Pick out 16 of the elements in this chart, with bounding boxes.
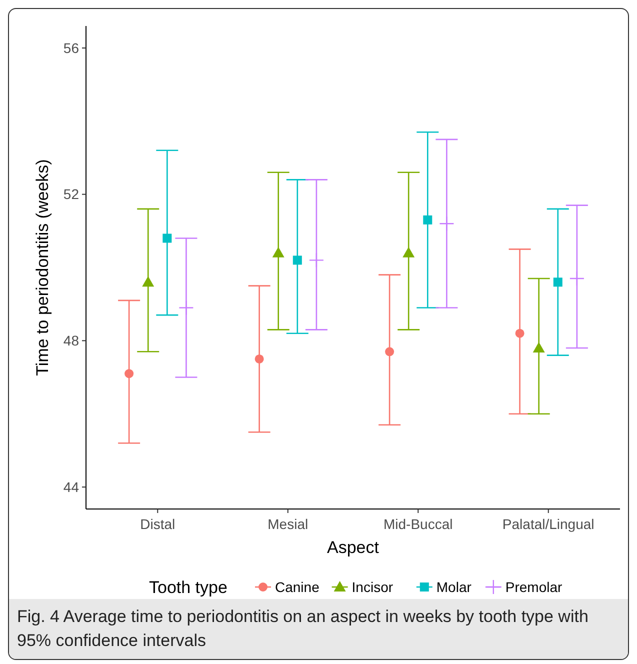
x-tick-label: Palatal/Lingual (502, 516, 594, 532)
legend-label: Incisor (352, 578, 394, 595)
y-tick-label: 52 (63, 186, 80, 202)
y-tick-label: 56 (63, 40, 80, 56)
caption: Fig. 4 Average time to periodontitis on an aspect in weeks by tooth type with 95% confidence intervals (9, 599, 628, 659)
legend-label: Canine (275, 578, 320, 595)
y-axis-title: Time to periodontitis (weeks) (33, 159, 52, 376)
legend-label: Premolar (505, 578, 563, 595)
y-tick-label: 44 (63, 478, 80, 495)
legend-title: Tooth type (149, 578, 228, 597)
legend-label: Molar (436, 578, 472, 595)
x-tick-label: Mesial (268, 516, 308, 532)
x-axis-title: Aspect (327, 538, 380, 557)
x-tick-label: Mid-Buccal (383, 516, 453, 532)
x-tick-label: Distal (140, 516, 176, 532)
y-tick-label: 48 (63, 332, 80, 349)
